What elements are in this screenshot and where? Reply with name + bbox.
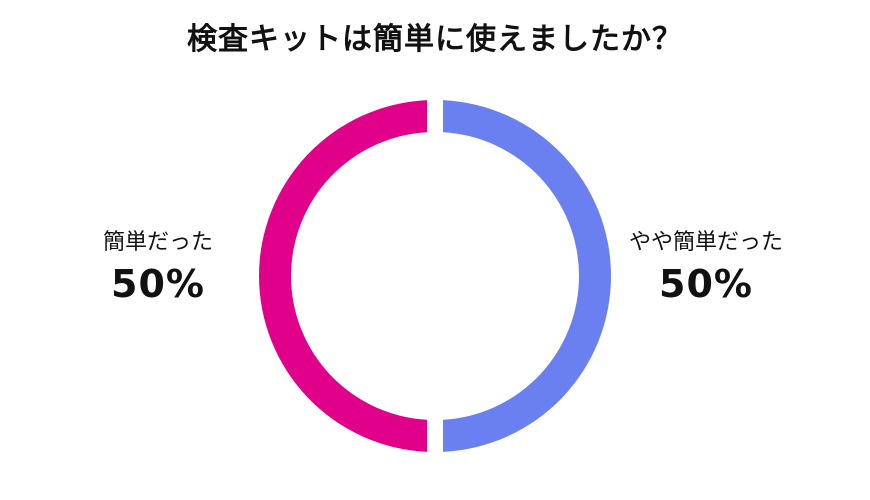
slice-category-label: やや簡単だった	[628, 230, 783, 255]
slice-value-label: 50%	[111, 262, 205, 306]
donut-slice-2	[259, 100, 428, 452]
slice-value-label: 50%	[659, 262, 753, 306]
slice-label-left: 簡単だった 50%	[88, 224, 228, 306]
chart-title: 検査キットは簡単に使えましたか？	[187, 22, 683, 57]
slice-label-right: やや簡単だった 50%	[616, 224, 796, 306]
donut-slice-1	[442, 100, 611, 452]
slice-category-label: 簡単だった	[102, 230, 213, 255]
